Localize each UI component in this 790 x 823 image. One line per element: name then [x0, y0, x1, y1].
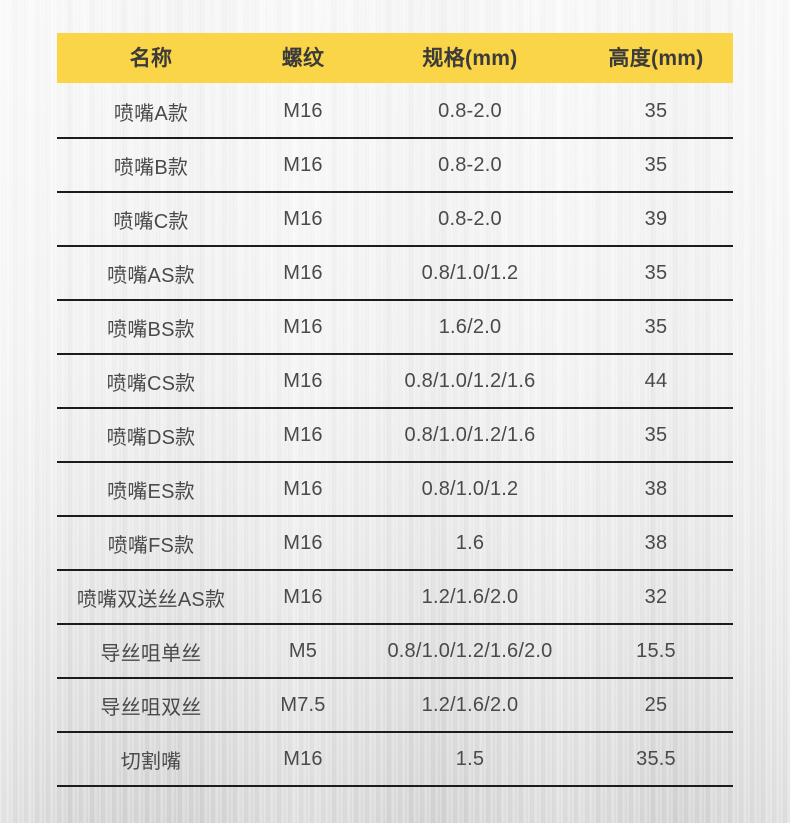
specification-table: 名称 螺纹 规格(mm) 高度(mm) 喷嘴A款 M16 0.8-2.0 35 喷嘴B款…: [57, 33, 733, 787]
cell-thread: M16: [245, 354, 361, 409]
table-row: 喷嘴DS款 M16 0.8/1.0/1.2/1.6 35: [57, 408, 733, 463]
cell-spec: 0.8-2.0: [361, 138, 579, 193]
table-row: 喷嘴BS款 M16 1.6/2.0 35: [57, 300, 733, 355]
cell-spec: 1.6/2.0: [361, 300, 579, 355]
table-row: 喷嘴ES款 M16 0.8/1.0/1.2 38: [57, 462, 733, 517]
cell-thread: M16: [245, 138, 361, 193]
cell-thread: M7.5: [245, 678, 361, 733]
column-header-spec: 规格(mm): [361, 33, 579, 83]
table-row: 喷嘴FS款 M16 1.6 38: [57, 516, 733, 571]
cell-name: 喷嘴CS款: [57, 354, 245, 409]
cell-thread: M16: [245, 192, 361, 247]
table-row: 切割嘴 M16 1.5 35.5: [57, 732, 733, 787]
cell-spec: 0.8/1.0/1.2: [361, 246, 579, 301]
cell-name: 喷嘴ES款: [57, 462, 245, 517]
cell-thread: M16: [245, 570, 361, 625]
table-header: 名称 螺纹 规格(mm) 高度(mm): [57, 33, 733, 83]
cell-name: 喷嘴双送丝AS款: [57, 570, 245, 625]
cell-height: 15.5: [579, 624, 733, 679]
cell-name: 喷嘴A款: [57, 83, 245, 139]
column-header-name: 名称: [57, 33, 245, 83]
cell-height: 38: [579, 462, 733, 517]
cell-thread: M16: [245, 462, 361, 517]
cell-name: 切割嘴: [57, 732, 245, 787]
cell-height: 35.5: [579, 732, 733, 787]
table-row: 喷嘴双送丝AS款 M16 1.2/1.6/2.0 32: [57, 570, 733, 625]
cell-height: 35: [579, 300, 733, 355]
cell-spec: 0.8/1.0/1.2/1.6: [361, 408, 579, 463]
column-header-thread: 螺纹: [245, 33, 361, 83]
cell-name: 导丝咀单丝: [57, 624, 245, 679]
cell-name: 喷嘴AS款: [57, 246, 245, 301]
table-row: 导丝咀单丝 M5 0.8/1.0/1.2/1.6/2.0 15.5: [57, 624, 733, 679]
cell-name: 喷嘴B款: [57, 138, 245, 193]
cell-name: 喷嘴DS款: [57, 408, 245, 463]
cell-height: 35: [579, 138, 733, 193]
cell-thread: M16: [245, 516, 361, 571]
cell-height: 39: [579, 192, 733, 247]
cell-height: 35: [579, 408, 733, 463]
cell-spec: 1.2/1.6/2.0: [361, 570, 579, 625]
cell-thread: M16: [245, 300, 361, 355]
cell-spec: 1.6: [361, 516, 579, 571]
cell-height: 25: [579, 678, 733, 733]
cell-name: 喷嘴C款: [57, 192, 245, 247]
cell-name: 导丝咀双丝: [57, 678, 245, 733]
cell-height: 35: [579, 246, 733, 301]
table-row: 导丝咀双丝 M7.5 1.2/1.6/2.0 25: [57, 678, 733, 733]
cell-spec: 0.8-2.0: [361, 192, 579, 247]
cell-thread: M5: [245, 624, 361, 679]
table-row: 喷嘴B款 M16 0.8-2.0 35: [57, 138, 733, 193]
table-header-row: 名称 螺纹 规格(mm) 高度(mm): [57, 33, 733, 83]
cell-spec: 1.2/1.6/2.0: [361, 678, 579, 733]
cell-thread: M16: [245, 408, 361, 463]
cell-spec: 1.5: [361, 732, 579, 787]
cell-thread: M16: [245, 83, 361, 139]
column-header-height: 高度(mm): [579, 33, 733, 83]
cell-height: 35: [579, 83, 733, 139]
table-row: 喷嘴AS款 M16 0.8/1.0/1.2 35: [57, 246, 733, 301]
cell-thread: M16: [245, 732, 361, 787]
cell-thread: M16: [245, 246, 361, 301]
cell-height: 38: [579, 516, 733, 571]
table-row: 喷嘴C款 M16 0.8-2.0 39: [57, 192, 733, 247]
cell-spec: 0.8/1.0/1.2/1.6/2.0: [361, 624, 579, 679]
table-body: 喷嘴A款 M16 0.8-2.0 35 喷嘴B款 M16 0.8-2.0 35 喷嘴C款 M16 0…: [57, 83, 733, 787]
cell-height: 32: [579, 570, 733, 625]
cell-spec: 0.8/1.0/1.2/1.6: [361, 354, 579, 409]
cell-spec: 0.8/1.0/1.2: [361, 462, 579, 517]
cell-spec: 0.8-2.0: [361, 83, 579, 139]
table-row: 喷嘴A款 M16 0.8-2.0 35: [57, 83, 733, 139]
cell-name: 喷嘴BS款: [57, 300, 245, 355]
table-row: 喷嘴CS款 M16 0.8/1.0/1.2/1.6 44: [57, 354, 733, 409]
cell-height: 44: [579, 354, 733, 409]
cell-name: 喷嘴FS款: [57, 516, 245, 571]
